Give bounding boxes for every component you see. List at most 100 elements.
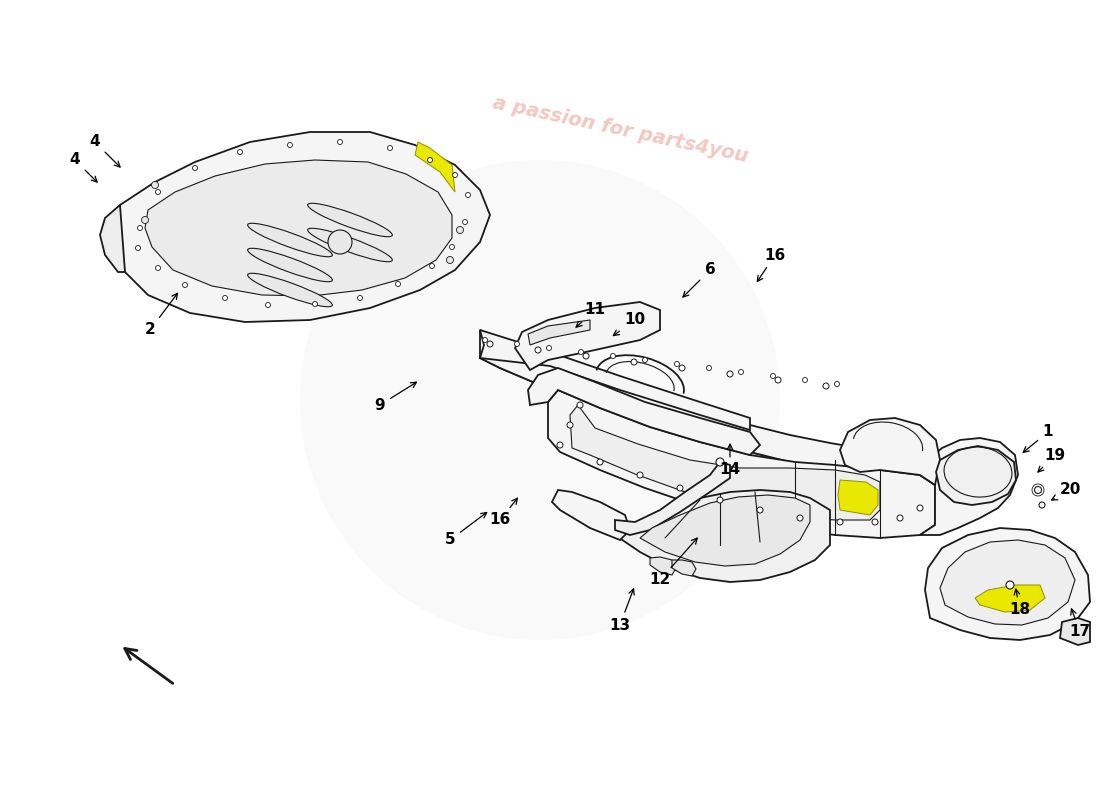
Circle shape bbox=[579, 350, 583, 354]
Circle shape bbox=[338, 139, 342, 145]
Circle shape bbox=[452, 173, 458, 178]
Circle shape bbox=[138, 226, 143, 230]
Circle shape bbox=[396, 282, 400, 286]
Circle shape bbox=[155, 190, 161, 194]
Circle shape bbox=[716, 458, 724, 466]
Polygon shape bbox=[552, 490, 630, 540]
Circle shape bbox=[152, 182, 158, 189]
Polygon shape bbox=[515, 302, 660, 370]
Circle shape bbox=[312, 302, 318, 306]
Circle shape bbox=[1034, 486, 1042, 494]
Circle shape bbox=[222, 295, 228, 301]
Circle shape bbox=[450, 245, 454, 250]
Text: 13: 13 bbox=[609, 589, 635, 633]
Circle shape bbox=[798, 515, 803, 521]
Polygon shape bbox=[1060, 618, 1090, 645]
Circle shape bbox=[803, 378, 807, 382]
Circle shape bbox=[823, 383, 829, 389]
Circle shape bbox=[717, 497, 723, 503]
Circle shape bbox=[535, 347, 541, 353]
Polygon shape bbox=[570, 405, 880, 520]
Text: 11: 11 bbox=[576, 302, 605, 327]
Polygon shape bbox=[100, 205, 125, 272]
Text: a passion for parts4you: a passion for parts4you bbox=[491, 94, 749, 166]
Ellipse shape bbox=[248, 223, 332, 257]
Polygon shape bbox=[920, 438, 1018, 535]
Circle shape bbox=[192, 166, 198, 170]
Circle shape bbox=[757, 507, 763, 513]
Circle shape bbox=[387, 146, 393, 150]
Polygon shape bbox=[925, 528, 1090, 640]
Polygon shape bbox=[480, 330, 750, 430]
Polygon shape bbox=[145, 160, 452, 296]
Text: 1: 1 bbox=[1023, 425, 1054, 452]
Circle shape bbox=[679, 365, 685, 371]
Polygon shape bbox=[640, 495, 810, 566]
Circle shape bbox=[770, 374, 776, 378]
Polygon shape bbox=[840, 418, 940, 485]
Polygon shape bbox=[480, 345, 865, 475]
Circle shape bbox=[456, 226, 463, 234]
Circle shape bbox=[428, 158, 432, 162]
Text: 9: 9 bbox=[375, 382, 417, 413]
Text: 4: 4 bbox=[90, 134, 120, 167]
Circle shape bbox=[835, 382, 839, 386]
Ellipse shape bbox=[248, 274, 332, 306]
Text: 6: 6 bbox=[683, 262, 715, 297]
Circle shape bbox=[1006, 581, 1014, 589]
Text: 16: 16 bbox=[757, 247, 785, 282]
Circle shape bbox=[676, 485, 683, 491]
Polygon shape bbox=[415, 142, 455, 192]
Text: 12: 12 bbox=[649, 538, 697, 587]
Polygon shape bbox=[838, 480, 878, 515]
Circle shape bbox=[465, 193, 471, 198]
Circle shape bbox=[637, 472, 644, 478]
Circle shape bbox=[487, 341, 493, 347]
Circle shape bbox=[917, 505, 923, 511]
Circle shape bbox=[447, 257, 453, 263]
Circle shape bbox=[642, 358, 648, 362]
Circle shape bbox=[135, 246, 141, 250]
Circle shape bbox=[238, 150, 242, 154]
Circle shape bbox=[1040, 502, 1045, 508]
Circle shape bbox=[727, 371, 733, 377]
Polygon shape bbox=[480, 330, 865, 475]
Ellipse shape bbox=[308, 203, 393, 237]
Text: 19: 19 bbox=[1038, 447, 1066, 472]
Polygon shape bbox=[528, 320, 590, 345]
Text: 16: 16 bbox=[490, 498, 517, 527]
Polygon shape bbox=[650, 557, 676, 575]
Circle shape bbox=[547, 346, 551, 350]
Circle shape bbox=[155, 266, 161, 270]
Text: 20: 20 bbox=[1052, 482, 1080, 500]
Polygon shape bbox=[118, 132, 490, 322]
Circle shape bbox=[896, 515, 903, 521]
Circle shape bbox=[557, 442, 563, 448]
Text: 18: 18 bbox=[1010, 589, 1031, 618]
Circle shape bbox=[142, 217, 148, 223]
Circle shape bbox=[566, 422, 573, 428]
Polygon shape bbox=[936, 446, 1016, 505]
Circle shape bbox=[265, 302, 271, 307]
Circle shape bbox=[328, 230, 352, 254]
Circle shape bbox=[706, 366, 712, 370]
Circle shape bbox=[738, 370, 744, 374]
Polygon shape bbox=[615, 462, 730, 535]
Polygon shape bbox=[615, 490, 830, 582]
Ellipse shape bbox=[248, 248, 332, 282]
Circle shape bbox=[837, 519, 843, 525]
Circle shape bbox=[597, 459, 603, 465]
Circle shape bbox=[610, 354, 616, 358]
Polygon shape bbox=[528, 368, 760, 455]
Text: 14: 14 bbox=[719, 444, 740, 478]
Text: 17: 17 bbox=[1069, 609, 1090, 639]
Circle shape bbox=[578, 402, 583, 408]
Circle shape bbox=[287, 142, 293, 147]
Circle shape bbox=[483, 338, 487, 342]
Circle shape bbox=[183, 282, 187, 287]
Circle shape bbox=[583, 353, 588, 359]
Polygon shape bbox=[548, 390, 935, 538]
Circle shape bbox=[429, 263, 434, 269]
Text: 10: 10 bbox=[614, 313, 646, 335]
Polygon shape bbox=[940, 540, 1075, 625]
